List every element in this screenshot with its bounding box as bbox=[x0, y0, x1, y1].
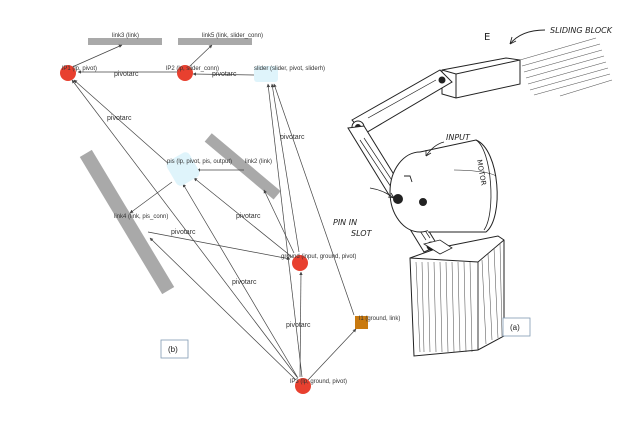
node-lp1 bbox=[60, 65, 76, 81]
node-pis-label: pis (lp, pivot, pis, output) bbox=[167, 159, 232, 165]
panel-b-box bbox=[160, 339, 189, 359]
edge-slider-lp2 bbox=[192, 72, 255, 76]
pin-leader bbox=[369, 187, 395, 199]
panel-a-label: (a) bbox=[510, 323, 520, 332]
link3-label: link3 (link) bbox=[112, 33, 139, 39]
edge-lp2-link5 bbox=[189, 44, 213, 67]
edge-link4-ground bbox=[147, 231, 291, 261]
sliding-block-label: SLIDING BLOCK bbox=[550, 26, 613, 35]
node-l1 bbox=[355, 316, 368, 329]
node-lp2-label: lP2 (lp, slider_conn) bbox=[166, 66, 219, 72]
block-rail-hatch bbox=[519, 37, 613, 97]
edge-pis-link4 bbox=[129, 181, 173, 214]
edge-label: pivotarc bbox=[212, 71, 237, 78]
input-label: INPUT bbox=[446, 133, 471, 142]
link5-label: link5 (link, slider_conn) bbox=[202, 33, 263, 39]
edge-label: pivotarc bbox=[171, 229, 196, 236]
edge-pis-lp1 bbox=[73, 79, 171, 166]
edge-label: pivotarc bbox=[114, 71, 139, 78]
node-slider-label: slider (slider, pivot, sliderh) bbox=[254, 66, 325, 72]
sketch-panel: E SLIDING BLOCK bbox=[333, 26, 613, 357]
upper-link bbox=[351, 69, 453, 135]
node-slider bbox=[254, 66, 278, 82]
edge-l1-slider bbox=[273, 83, 355, 316]
slot-pin bbox=[393, 194, 403, 204]
link3-bar bbox=[88, 38, 162, 45]
edge-label: pivotarc bbox=[286, 322, 311, 329]
link5-bar bbox=[178, 38, 252, 45]
edge-lp3-link4 bbox=[149, 237, 297, 381]
link4-label: link4 (link, pis_conn) bbox=[114, 214, 168, 220]
edge-label: pivotarc bbox=[107, 115, 132, 122]
edge-label: pivotarc bbox=[236, 213, 261, 220]
pin-in-slot-line2: SLOT bbox=[351, 229, 373, 238]
input-leader bbox=[425, 141, 445, 157]
link4-bar bbox=[79, 149, 175, 295]
edge-lp3-pis bbox=[182, 183, 299, 379]
link2-bar bbox=[204, 133, 281, 200]
edge-ground-link2 bbox=[263, 189, 295, 254]
sketch-letter-e: E bbox=[484, 32, 490, 43]
node-l1-label: l1 (ground, link) bbox=[359, 316, 400, 322]
graph-panel: link3 (link) link5 (link, slider_conn) l… bbox=[60, 33, 400, 394]
node-lp1-label: lP1 (lp, pivot) bbox=[62, 66, 97, 72]
arrow-to-block-icon bbox=[509, 29, 546, 45]
edge-ground-pis bbox=[193, 177, 293, 258]
node-lp2 bbox=[177, 65, 193, 81]
node-ground-label: ground (input, ground, pivot) bbox=[281, 254, 356, 260]
panel-a-box bbox=[502, 317, 531, 337]
edge-lp3-lp1 bbox=[71, 79, 298, 378]
node-ground bbox=[292, 255, 308, 271]
link2-label: link2 (link) bbox=[245, 159, 272, 165]
node-lp3-label: lP3 (lp, ground, pivot) bbox=[290, 379, 347, 385]
edge-labels: pivotarc pivotarc pivotarc pivotarc pivo… bbox=[107, 71, 311, 329]
edge-lp3-slider bbox=[266, 83, 303, 378]
sliding-block bbox=[441, 57, 521, 99]
pin-in-slot-line1: PIN IN bbox=[333, 218, 357, 227]
base-block-hatch bbox=[415, 242, 503, 353]
motor: MOTOR bbox=[389, 139, 498, 233]
edges bbox=[69, 44, 357, 381]
edge-lp1-link3 bbox=[69, 44, 123, 69]
edge-ground-slider bbox=[270, 83, 300, 253]
base-block bbox=[409, 235, 505, 357]
node-lp3 bbox=[295, 378, 311, 394]
edge-label: pivotarc bbox=[280, 134, 305, 141]
edge-lp3-l1 bbox=[307, 328, 357, 381]
edge-label: pivotarc bbox=[232, 279, 257, 286]
node-pis bbox=[166, 152, 200, 186]
drive-pin bbox=[419, 198, 427, 206]
panel-b-label: (b) bbox=[168, 345, 178, 354]
